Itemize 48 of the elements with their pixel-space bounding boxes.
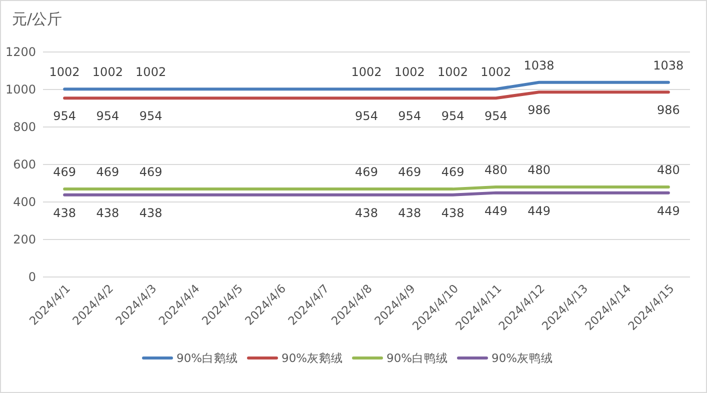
data-label: 1002 [351,65,382,80]
data-label: 954 [484,109,508,124]
data-label: 986 [528,103,550,118]
data-label: 1038 [653,58,684,72]
data-label: 438 [139,206,162,220]
y-tick-label: 200 [13,232,36,246]
data-label: 469 [53,165,76,180]
y-tick-label: 0 [28,270,36,284]
y-tick-label: 600 [13,158,36,172]
legend-label: 90%白鹅绒 [176,351,238,365]
y-tick-label: 1200 [5,45,36,59]
data-label: 438 [355,206,378,220]
y-tick-label: 800 [13,120,36,134]
data-label: 469 [96,165,120,180]
data-label: 480 [656,163,680,177]
data-label: 469 [139,165,162,180]
data-label: 1002 [49,65,80,80]
data-label: 480 [484,163,508,177]
data-label: 954 [96,109,120,124]
y-axis-title: 元/公斤 [12,10,62,28]
data-label: 480 [528,163,550,177]
legend-label: 90%灰鹅绒 [282,351,344,365]
data-label: 1002 [480,65,512,80]
y-tick-label: 1000 [5,82,36,96]
data-label: 438 [441,206,464,220]
data-label: 954 [398,109,422,124]
data-label: 469 [398,165,422,180]
data-label: 449 [528,204,550,218]
data-label: 1002 [394,65,425,80]
data-label: 954 [139,109,162,124]
legend-label: 90%白鸭绒 [386,351,448,365]
data-label: 438 [96,206,120,220]
data-label: 954 [441,109,464,124]
data-label: 1002 [136,65,166,80]
data-label: 954 [53,109,76,124]
data-label: 449 [656,204,680,218]
data-label: 438 [398,206,422,220]
data-label: 449 [484,204,508,218]
data-label: 1002 [437,65,468,80]
y-tick-label: 400 [13,195,36,209]
data-label: 1002 [92,65,123,80]
legend-label: 90%灰鸭绒 [492,351,554,365]
data-label: 469 [441,165,464,180]
data-label: 438 [53,206,76,220]
data-label: 1038 [524,58,554,72]
data-label: 469 [355,165,378,180]
data-label: 954 [355,109,378,124]
data-label: 986 [656,103,680,118]
